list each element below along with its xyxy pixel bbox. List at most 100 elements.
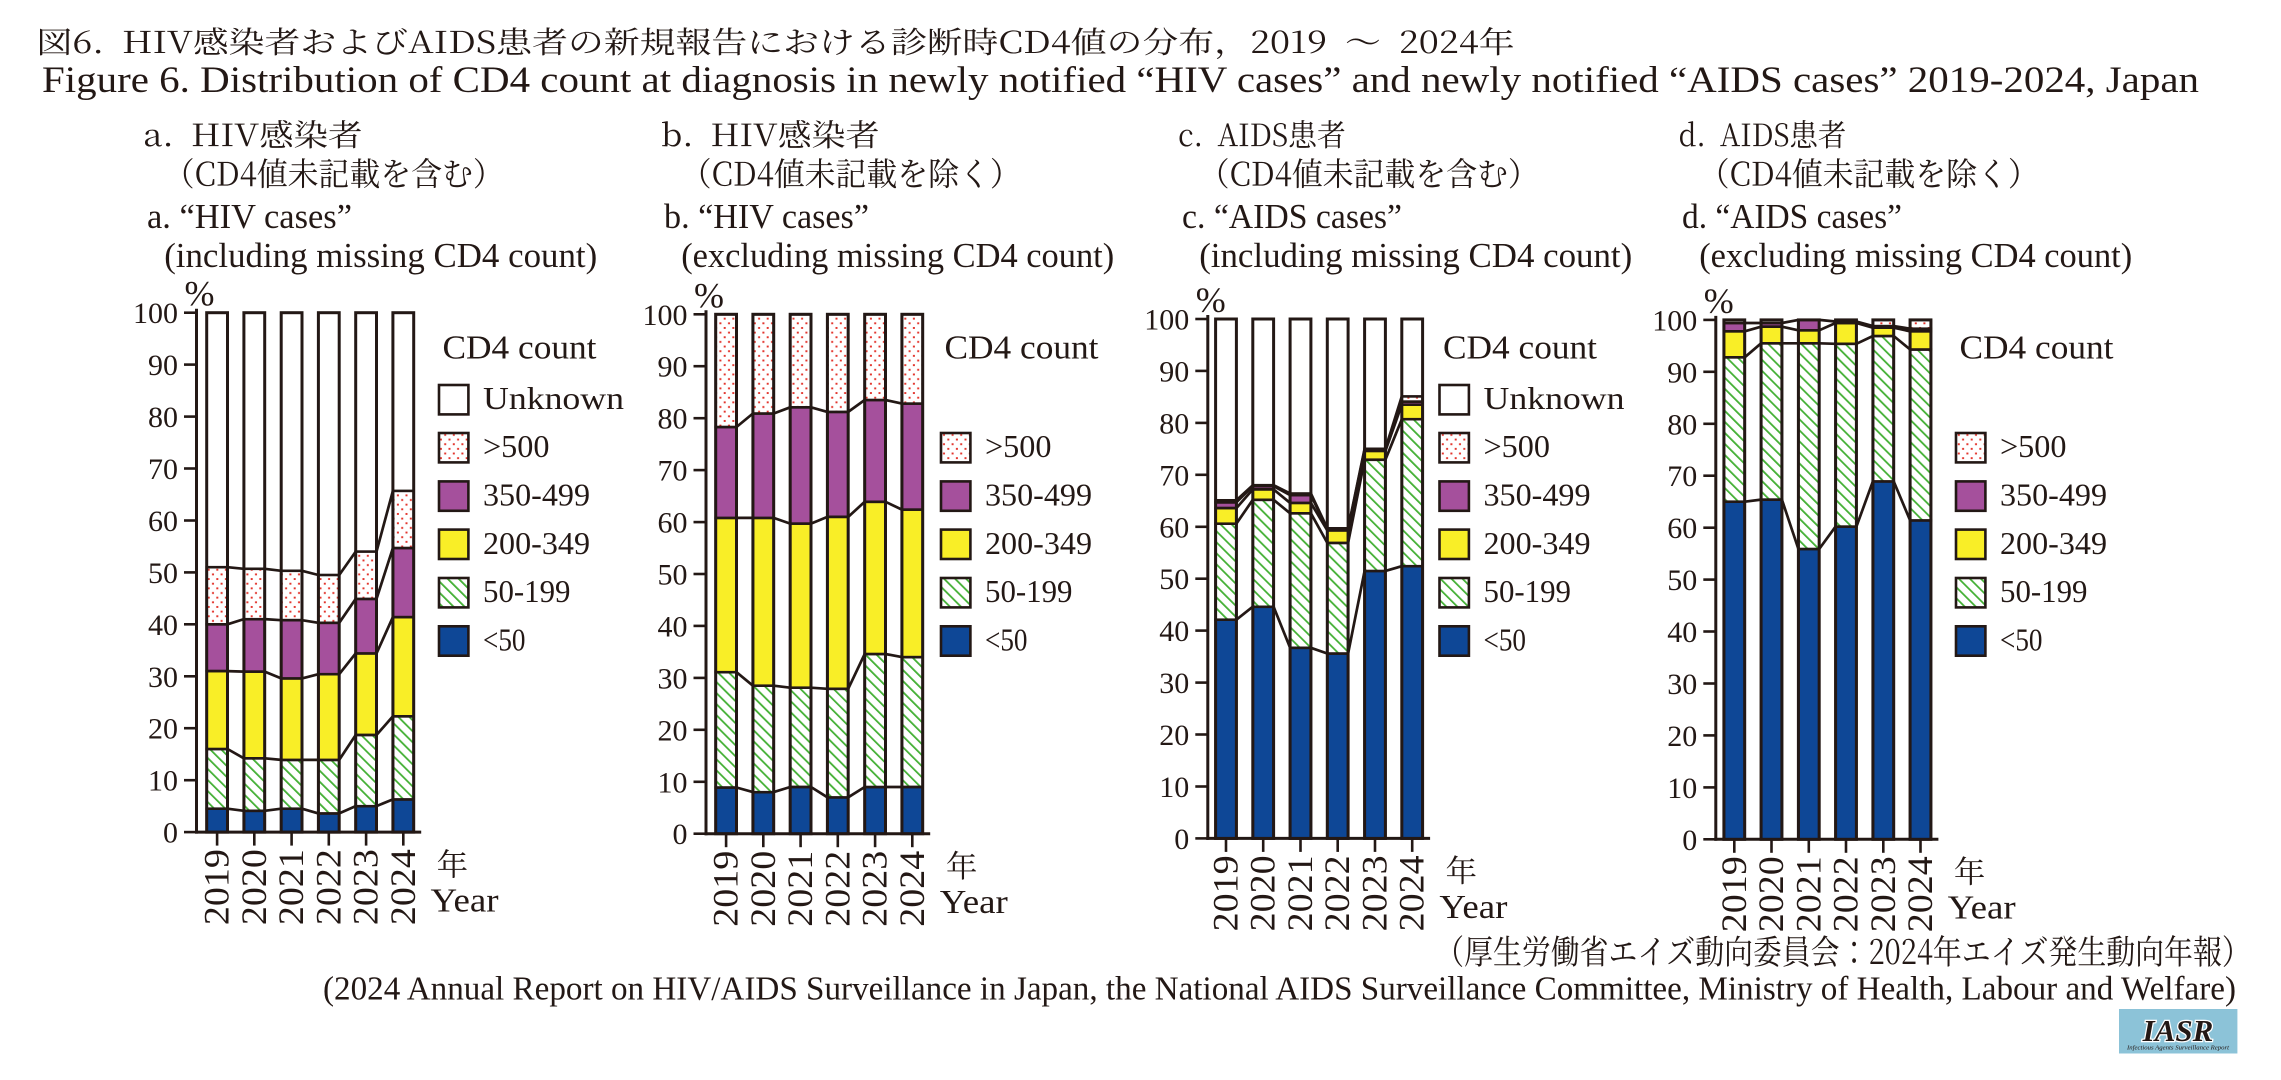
svg-text:2023: 2023 [1355, 855, 1395, 931]
svg-text:50-199: 50-199 [2000, 573, 2088, 609]
svg-text:350-499: 350-499 [985, 477, 1092, 513]
svg-text:<50: <50 [985, 622, 1028, 658]
svg-text:2023: 2023 [346, 849, 386, 925]
svg-text:10: 10 [148, 765, 178, 798]
svg-text:90: 90 [658, 351, 688, 384]
svg-text:350-499: 350-499 [2000, 477, 2107, 513]
svg-text:2020: 2020 [1243, 855, 1283, 931]
svg-text:30: 30 [658, 662, 688, 695]
svg-text:2022: 2022 [1826, 856, 1866, 932]
svg-text:%: % [694, 275, 724, 315]
svg-text:50: 50 [658, 559, 688, 592]
svg-text:(including missing CD4 count): (including missing CD4 count) [164, 236, 597, 275]
svg-text:0: 0 [163, 817, 178, 850]
svg-text:30: 30 [148, 661, 178, 694]
svg-text:90: 90 [1667, 356, 1697, 389]
svg-text:100: 100 [1652, 304, 1697, 337]
svg-text:(2024 Annual Report on HIV/AID: (2024 Annual Report on HIV/AIDS Surveill… [323, 971, 2236, 1008]
svg-text:Infectious Agents Surveillance: Infectious Agents Surveillance Report [2126, 1045, 2229, 1052]
svg-text:2020: 2020 [234, 849, 274, 925]
svg-text:CD4 count: CD4 count [443, 330, 598, 367]
svg-text:50-199: 50-199 [483, 573, 571, 609]
svg-text:Year: Year [1948, 890, 2017, 927]
svg-text:CD4 count: CD4 count [1960, 330, 2115, 367]
svg-text:IASR: IASR [2142, 1013, 2214, 1048]
svg-text:>500: >500 [1484, 428, 1551, 464]
svg-text:2019: 2019 [1714, 856, 1754, 932]
svg-text:IASR: IASR [2142, 1013, 2214, 1048]
svg-text:0: 0 [1174, 823, 1189, 856]
svg-text:60: 60 [658, 507, 688, 540]
svg-text:70: 70 [1159, 459, 1189, 492]
svg-text:20: 20 [148, 713, 178, 746]
svg-text:2021: 2021 [1280, 855, 1320, 931]
svg-text:80: 80 [658, 403, 688, 436]
svg-text:20: 20 [1667, 720, 1697, 753]
svg-text:2021: 2021 [271, 849, 311, 925]
svg-text:%: % [1196, 280, 1226, 320]
svg-text:40: 40 [1667, 616, 1697, 649]
svg-text:50-199: 50-199 [1484, 573, 1572, 609]
svg-text:60: 60 [1667, 512, 1697, 545]
svg-text:30: 30 [1159, 667, 1189, 700]
svg-text:2019: 2019 [1206, 855, 1246, 931]
svg-text:80: 80 [1667, 408, 1697, 441]
svg-text:<50: <50 [483, 622, 526, 658]
svg-text:(excluding missing CD4 count): (excluding missing CD4 count) [681, 236, 1114, 275]
svg-text:2024: 2024 [892, 850, 932, 926]
svg-text:a. “HIV cases”: a. “HIV cases” [147, 197, 352, 236]
svg-text:Unknown: Unknown [1484, 380, 1625, 416]
svg-text:%: % [185, 274, 215, 314]
svg-text:0: 0 [673, 818, 688, 851]
svg-text:60: 60 [148, 505, 178, 538]
svg-text:Year: Year [431, 883, 500, 920]
svg-text:2020: 2020 [1751, 856, 1791, 932]
svg-text:70: 70 [148, 453, 178, 486]
svg-text:Figure 6. Distribution of CD4: Figure 6. Distribution of CD4 count at d… [42, 60, 2199, 101]
svg-text:20: 20 [1159, 719, 1189, 752]
svg-text:40: 40 [148, 609, 178, 642]
svg-text:2020: 2020 [743, 851, 783, 927]
svg-text:CD4 count: CD4 count [945, 330, 1100, 367]
svg-text:d. “AIDS cases”: d. “AIDS cases” [1682, 197, 1902, 236]
svg-text:2023: 2023 [855, 851, 895, 927]
svg-text:2024: 2024 [1392, 855, 1432, 931]
svg-text:10: 10 [1159, 771, 1189, 804]
svg-text:Year: Year [940, 884, 1009, 921]
svg-text:100: 100 [643, 299, 688, 332]
svg-text:2022: 2022 [308, 849, 348, 925]
svg-text:Unknown: Unknown [483, 380, 624, 416]
svg-text:10: 10 [658, 766, 688, 799]
svg-text:70: 70 [1667, 460, 1697, 493]
svg-text:(including missing CD4 count): (including missing CD4 count) [1199, 236, 1632, 275]
svg-text:50: 50 [148, 557, 178, 590]
svg-text:<50: <50 [1484, 622, 1527, 658]
svg-text:50: 50 [1667, 564, 1697, 597]
svg-text:40: 40 [658, 610, 688, 643]
svg-text:60: 60 [1159, 511, 1189, 544]
svg-text:2023: 2023 [1863, 856, 1903, 932]
svg-text:350-499: 350-499 [1484, 477, 1591, 513]
svg-text:2019: 2019 [706, 851, 746, 927]
svg-text:50-199: 50-199 [985, 573, 1073, 609]
svg-text:>500: >500 [483, 428, 550, 464]
svg-text:0: 0 [1682, 824, 1697, 857]
svg-text:<50: <50 [2000, 622, 2043, 658]
svg-text:70: 70 [658, 455, 688, 488]
svg-text:CD4 count: CD4 count [1443, 330, 1598, 367]
svg-text:30: 30 [1667, 668, 1697, 701]
svg-text:200-349: 200-349 [483, 525, 590, 561]
svg-text:>500: >500 [985, 428, 1052, 464]
svg-text:2022: 2022 [817, 851, 857, 927]
svg-text:200-349: 200-349 [985, 525, 1092, 561]
svg-text:90: 90 [1159, 355, 1189, 388]
svg-text:2022: 2022 [1317, 855, 1357, 931]
svg-text:2019: 2019 [197, 849, 237, 925]
svg-text:2024: 2024 [383, 849, 423, 925]
svg-text:40: 40 [1159, 615, 1189, 648]
svg-text:Year: Year [1439, 889, 1508, 926]
svg-text:%: % [1704, 281, 1734, 321]
svg-text:90: 90 [148, 349, 178, 382]
svg-text:2021: 2021 [1788, 856, 1828, 932]
svg-text:20: 20 [658, 714, 688, 747]
